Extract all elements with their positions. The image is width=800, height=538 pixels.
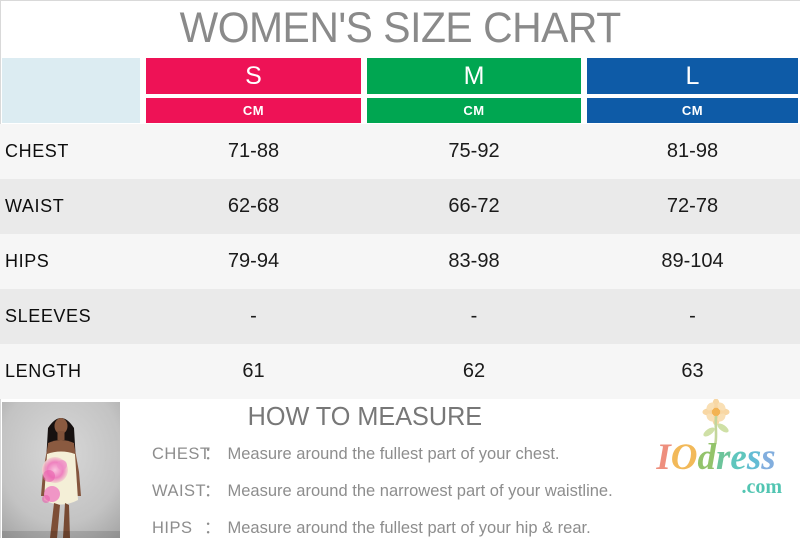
cell-value: 62-68	[227, 195, 280, 217]
measure-item-chest: CHEST ： Measure around the fullest part …	[152, 440, 613, 464]
measure-label: WAIST	[152, 482, 207, 500]
cell-value: -	[470, 305, 478, 327]
unit-badge-l: CM	[587, 98, 798, 123]
measure-text: Measure around the fullest part of your …	[227, 445, 560, 463]
row-label: WAIST	[5, 196, 65, 216]
cell-value: 72-78	[666, 195, 719, 217]
measure-text: Measure around the narrowest part of you…	[227, 482, 613, 500]
page-title-text: WOMEN'S SIZE CHART	[179, 4, 621, 52]
unit-label: CM	[463, 103, 485, 118]
brand-logo: IOdress .com	[640, 399, 792, 499]
size-column-header-l: L	[587, 58, 798, 94]
row-label: LENGTH	[5, 361, 82, 381]
size-label: M	[463, 61, 485, 90]
cell-value: 83-98	[448, 250, 500, 272]
size-label: S	[245, 61, 262, 90]
cell-value: 71-88	[227, 140, 280, 162]
table-row-waist: WAIST 62-68 66-72 72-78	[0, 179, 800, 234]
model-figure	[2, 402, 120, 538]
row-label: CHEST	[5, 141, 70, 161]
cell-value: 66-72	[448, 195, 500, 217]
size-column-header-s: S	[146, 58, 361, 94]
row-label: SLEEVES	[5, 306, 92, 326]
logo-wordmark: IOdress	[656, 437, 776, 478]
measure-instructions: CHEST ： Measure around the fullest part …	[152, 440, 613, 538]
row-label: HIPS	[5, 251, 50, 271]
table-corner-cell	[2, 58, 140, 123]
daisy-flower-icon	[702, 399, 730, 445]
measure-colon: ：	[204, 482, 221, 500]
logo-domain: .com	[741, 476, 782, 498]
measure-label: HIPS	[152, 519, 193, 537]
size-label: L	[685, 61, 700, 90]
measure-label: CHEST	[152, 445, 211, 463]
table-row-length: LENGTH 61 62 63	[0, 344, 800, 399]
cell-value: -	[250, 305, 257, 327]
page-title: WOMEN'S SIZE CHART	[0, 0, 800, 57]
product-photo	[2, 402, 120, 538]
measure-item-hips: HIPS ： Measure around the fullest part o…	[152, 514, 613, 538]
cell-value: 81-98	[666, 140, 719, 162]
unit-label: CM	[681, 103, 704, 118]
unit-badge-s: CM	[146, 98, 361, 123]
measure-text: Measure around the fullest part of your …	[227, 519, 591, 537]
unit-badge-m: CM	[367, 98, 581, 123]
size-column-header-m: M	[367, 58, 581, 94]
cell-value: 61	[242, 360, 265, 382]
cell-value: 75-92	[448, 140, 500, 162]
cell-value: -	[689, 305, 696, 327]
measure-colon: ：	[204, 519, 221, 537]
table-row-chest: CHEST 71-88 75-92 81-98	[0, 124, 800, 179]
cell-value: 62	[462, 360, 486, 382]
cell-value: 89-104	[661, 250, 724, 272]
how-to-measure-title: HOW TO MEASURE	[247, 401, 483, 431]
unit-label: CM	[242, 103, 265, 118]
table-row-hips: HIPS 79-94 83-98 89-104	[0, 234, 800, 289]
cell-value: 63	[681, 360, 704, 382]
cell-value: 79-94	[227, 250, 280, 272]
table-row-sleeves: SLEEVES - - -	[0, 289, 800, 344]
measure-colon: ：	[204, 445, 221, 463]
measure-item-waist: WAIST ： Measure around the narrowest par…	[152, 477, 613, 501]
